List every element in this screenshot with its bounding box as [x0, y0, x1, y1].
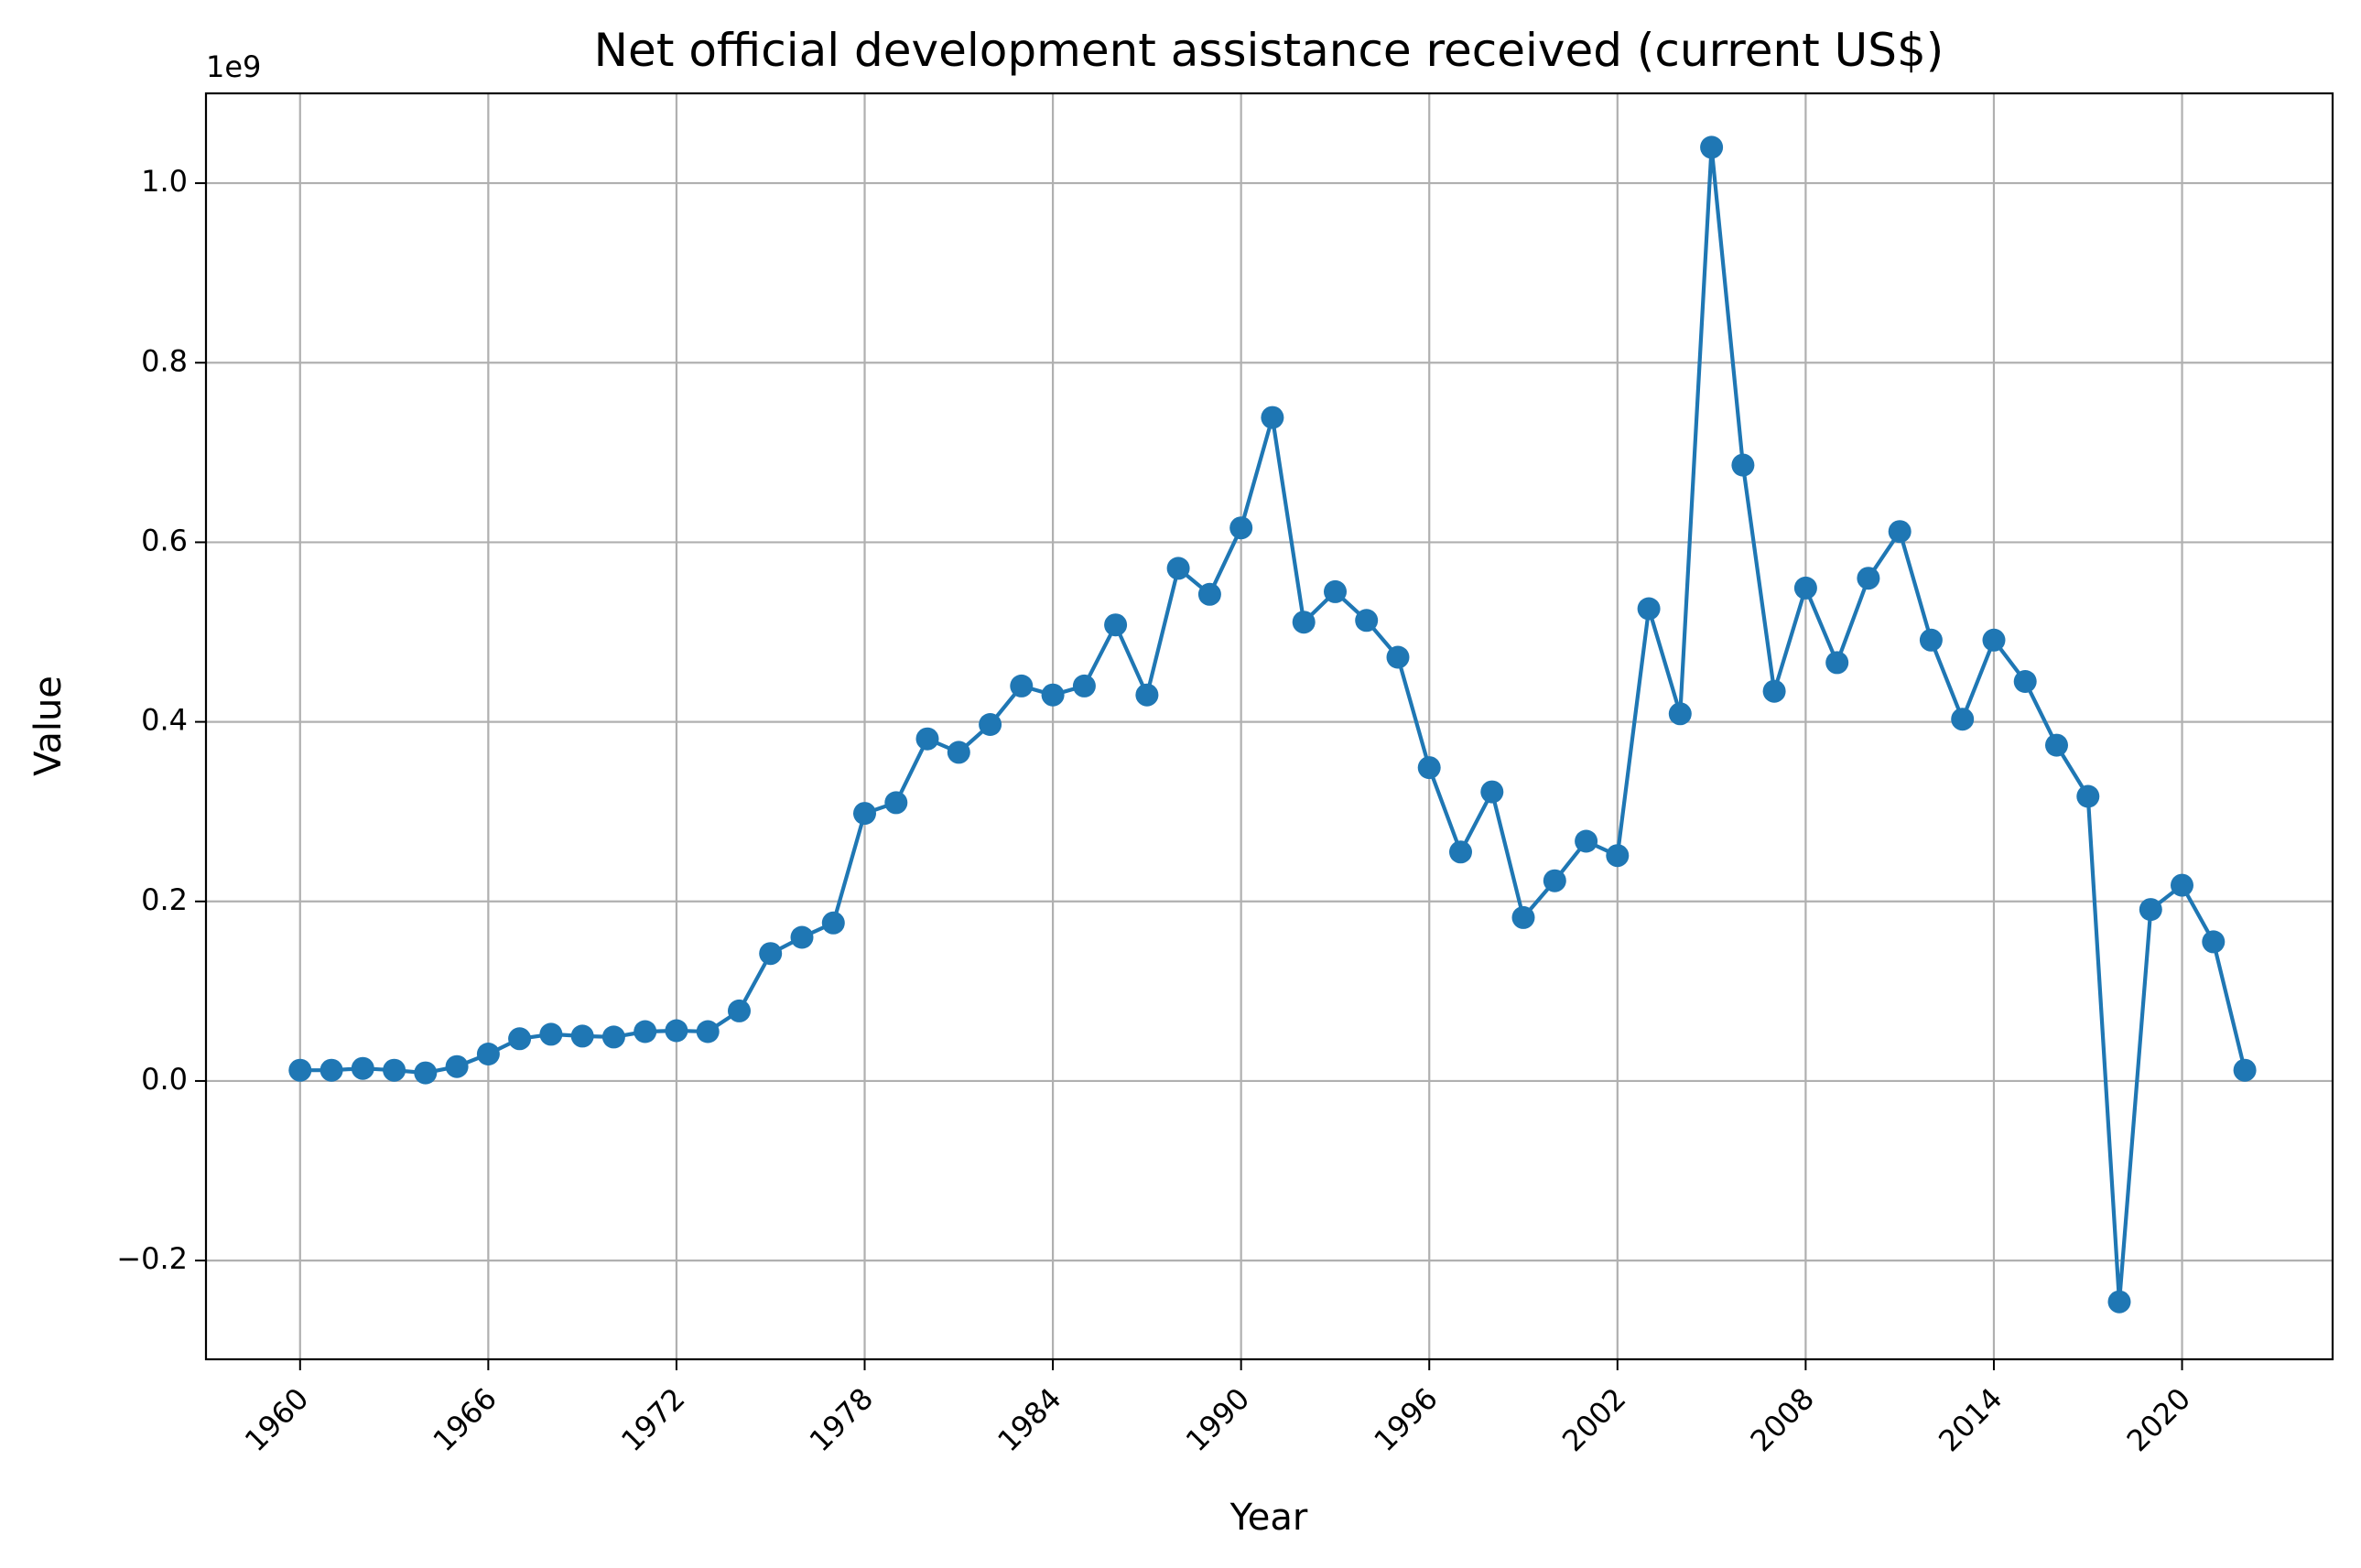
x-tick-label: 1978 — [803, 1381, 880, 1458]
data-point — [1668, 702, 1692, 726]
x-tick-label: 1984 — [991, 1381, 1067, 1458]
data-point — [2076, 784, 2100, 808]
data-point — [665, 1019, 688, 1043]
data-point — [1511, 905, 1535, 929]
data-point — [1197, 582, 1221, 606]
data-point — [696, 1020, 720, 1044]
data-point — [383, 1058, 406, 1082]
y-tick-label: 1.0 — [141, 164, 188, 199]
y-tick-label: 0.2 — [141, 882, 188, 917]
data-point — [2171, 873, 2193, 897]
data-point — [2013, 670, 2037, 693]
data-point — [319, 1058, 343, 1082]
chart-title: Net official development assistance rece… — [594, 24, 1944, 77]
data-point — [2233, 1058, 2257, 1082]
data-point — [2045, 733, 2068, 757]
data-point — [728, 999, 751, 1022]
data-point — [884, 791, 908, 815]
data-point — [947, 741, 970, 764]
data-point — [790, 925, 814, 949]
data-point — [508, 1027, 532, 1051]
data-point — [2107, 1290, 2131, 1314]
data-point — [853, 802, 876, 826]
data-point — [1825, 651, 1849, 675]
data-point — [1637, 597, 1661, 621]
data-point — [1166, 557, 1190, 580]
data-point — [1261, 406, 1284, 429]
y-tick-label: 0.6 — [141, 523, 188, 557]
data-point — [1951, 708, 1975, 731]
x-tick-label: 1960 — [238, 1381, 315, 1458]
series-layer — [288, 135, 2257, 1314]
data-point — [1010, 674, 1034, 697]
data-point — [1386, 645, 1410, 669]
data-point — [539, 1022, 563, 1046]
data-point — [979, 713, 1002, 736]
x-tick-label: 1996 — [1367, 1381, 1444, 1458]
y-tick-label: 0.4 — [141, 703, 188, 738]
axis-ticks: 1960 1966 1972 1978 1984 1990 1996 2002 2008 2014… — [116, 164, 2197, 1458]
y-tick-label: −0.2 — [116, 1241, 188, 1276]
x-tick-label: 2008 — [1744, 1381, 1821, 1458]
data-point — [1857, 567, 1880, 590]
data-point — [1982, 628, 2006, 652]
data-point — [1135, 683, 1159, 707]
data-point — [601, 1025, 625, 1049]
x-tick-label: 2002 — [1555, 1381, 1632, 1458]
x-axis-label: Year — [1229, 1497, 1308, 1539]
data-point — [821, 911, 845, 935]
data-point — [1919, 628, 1943, 652]
data-point — [1731, 453, 1755, 477]
data-point — [1229, 516, 1253, 540]
data-point — [351, 1056, 374, 1080]
data-point — [1449, 840, 1472, 864]
data-point — [1104, 613, 1128, 637]
data-point — [1793, 576, 1817, 600]
data-point — [2202, 930, 2226, 954]
grid-lines — [206, 93, 2333, 1359]
data-point — [1606, 844, 1630, 868]
x-tick-label: 1966 — [427, 1381, 504, 1458]
y-tick-label: 0.8 — [141, 343, 188, 378]
data-point — [1072, 674, 1096, 697]
data-point — [1355, 609, 1379, 633]
data-point — [445, 1054, 469, 1078]
data-point — [915, 727, 939, 751]
data-point — [1888, 520, 1912, 544]
data-point — [1417, 756, 1441, 780]
data-point — [1762, 679, 1786, 703]
data-point — [634, 1020, 657, 1044]
data-point — [1324, 579, 1347, 603]
data-point — [2139, 898, 2162, 922]
data-point — [1543, 869, 1566, 892]
data-point — [1575, 829, 1598, 853]
data-point — [759, 942, 783, 966]
y-axis-offset-label: 1e9 — [206, 49, 261, 84]
data-point — [476, 1043, 500, 1065]
data-point — [1041, 683, 1065, 707]
data-point — [1480, 780, 1504, 804]
data-point — [288, 1058, 312, 1082]
x-tick-label: 1990 — [1179, 1381, 1256, 1458]
data-point — [414, 1061, 438, 1085]
x-tick-label: 1972 — [614, 1381, 691, 1458]
data-point — [570, 1024, 594, 1048]
plot-frame — [204, 92, 2334, 1361]
y-tick-label: 0.0 — [141, 1062, 188, 1097]
y-axis-label: Value — [27, 676, 70, 776]
x-tick-label: 2014 — [1932, 1381, 2009, 1458]
data-point — [1292, 611, 1316, 634]
data-point — [1700, 135, 1724, 159]
x-tick-label: 2020 — [2120, 1381, 2197, 1458]
